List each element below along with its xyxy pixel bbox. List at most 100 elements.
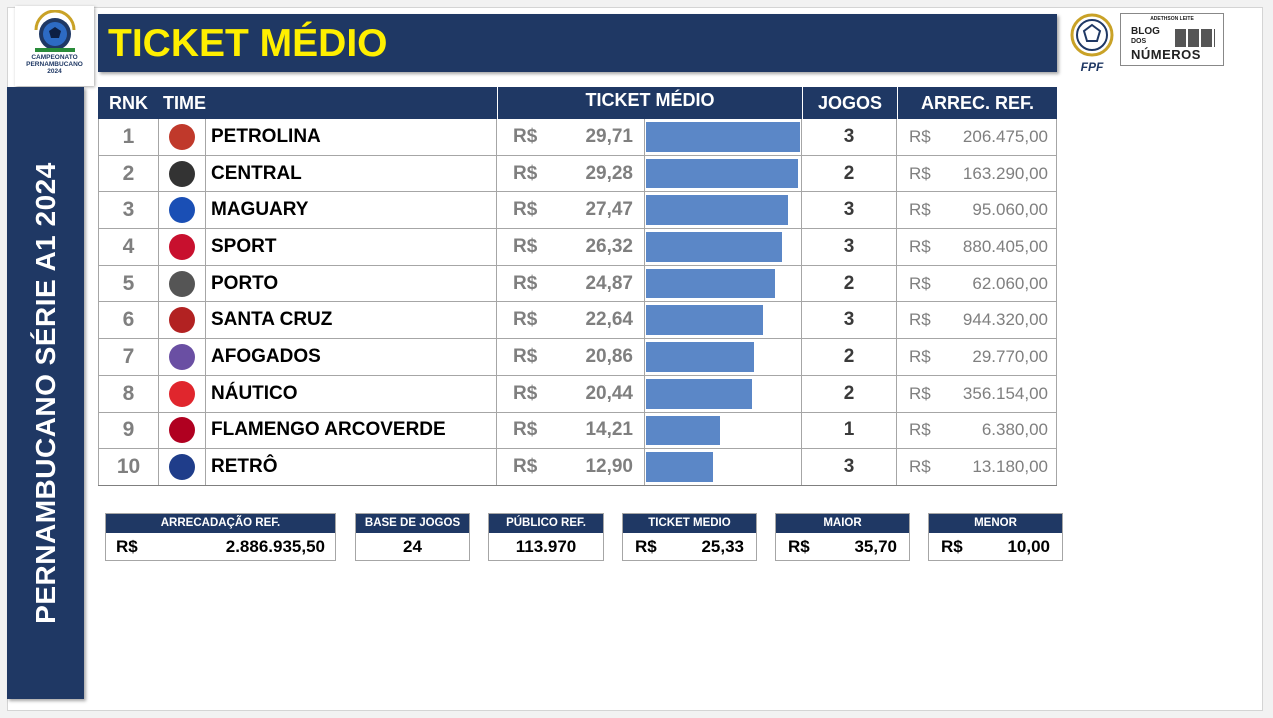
championship-line3: 2024 bbox=[47, 68, 62, 75]
championship-line2: PERNAMBUCANO bbox=[26, 61, 83, 68]
summary-ticket: TICKET MEDIO R$ 25,33 bbox=[622, 513, 757, 561]
blog-logo: ADETHSON LEITE BLOG DOS NÚMEROS bbox=[1120, 13, 1224, 66]
team-logo-cell bbox=[159, 155, 206, 192]
ticket-currency: R$ bbox=[513, 125, 538, 147]
ticket-bar-cell bbox=[645, 412, 802, 449]
ticket-currency: R$ bbox=[513, 419, 538, 441]
games-value: 3 bbox=[802, 229, 897, 265]
team-logo-cell bbox=[159, 229, 206, 265]
fpf-text: FPF bbox=[1080, 60, 1104, 74]
ticket-bar bbox=[646, 378, 752, 409]
header-revenue: ARREC. REF. bbox=[897, 87, 1057, 119]
team-name: SPORT bbox=[206, 229, 497, 265]
revenue-value: 6.380,00 bbox=[937, 412, 1057, 449]
revenue-value: 29.770,00 bbox=[937, 339, 1057, 375]
revenue-currency: R$ bbox=[909, 310, 931, 330]
revenue-value: 95.060,00 bbox=[937, 192, 1057, 229]
games-value: 2 bbox=[802, 265, 897, 302]
ticket-bar-cell bbox=[645, 119, 802, 155]
rank-cell: 3 bbox=[98, 192, 159, 229]
ticket-bar bbox=[646, 268, 775, 299]
revenue-currency: R$ bbox=[909, 126, 931, 146]
sport-crest-icon bbox=[169, 233, 195, 260]
team-logo-cell bbox=[159, 375, 206, 412]
ticket-value: 20,44 bbox=[557, 375, 645, 412]
afogados-crest-icon bbox=[169, 343, 195, 370]
summary-min-value: 10,00 bbox=[1007, 536, 1050, 556]
ticket-bar-cell bbox=[645, 155, 802, 192]
rank-cell: 4 bbox=[98, 229, 159, 265]
team-logo-cell bbox=[159, 192, 206, 229]
porto-crest-icon bbox=[169, 270, 195, 297]
revenue-currency: R$ bbox=[909, 236, 931, 256]
ticket-value: 14,21 bbox=[557, 412, 645, 449]
team-name: SANTA CRUZ bbox=[206, 302, 497, 339]
ticket-value: 27,47 bbox=[557, 192, 645, 229]
games-value: 3 bbox=[802, 449, 897, 485]
title-bar: TICKET MÉDIO bbox=[98, 14, 1057, 72]
games-value: 3 bbox=[802, 302, 897, 339]
revenue-currency: R$ bbox=[909, 273, 931, 293]
ticket-bar-cell bbox=[645, 375, 802, 412]
ticket-currency: R$ bbox=[513, 456, 538, 478]
ticket-bar bbox=[646, 195, 789, 226]
summary-ticket-value: 25,33 bbox=[701, 536, 744, 556]
championship-line1: CAMPEONATO bbox=[31, 54, 78, 61]
header-ticket: TICKET MÉDIO bbox=[497, 87, 802, 119]
ticket-bar-cell bbox=[645, 192, 802, 229]
team-logo-cell bbox=[159, 412, 206, 449]
ticket-currency: R$ bbox=[513, 309, 538, 331]
ranking-table: RNK TIME TICKET MÉDIO JOGOS ARREC. REF. … bbox=[98, 87, 1057, 486]
ticket-currency: R$ bbox=[513, 235, 538, 257]
table-row: 7 AFOGADOS R$ 20,86 2 R$ 29.770,00 bbox=[98, 339, 1057, 376]
table-row: 8 NÁUTICO R$ 20,44 2 R$ 356.154,00 bbox=[98, 375, 1057, 413]
team-logo-cell bbox=[159, 339, 206, 375]
ticket-value: 12,90 bbox=[557, 449, 645, 485]
ticket-bar bbox=[646, 158, 798, 189]
ticket-currency: R$ bbox=[513, 382, 538, 404]
games-value: 2 bbox=[802, 375, 897, 412]
team-name: PORTO bbox=[206, 265, 497, 302]
summary-games-label: BASE DE JOGOS bbox=[356, 514, 469, 533]
summary-max-value: 35,70 bbox=[854, 536, 897, 556]
summary-games-value: 24 bbox=[403, 536, 422, 556]
rank-cell: 5 bbox=[98, 265, 159, 302]
table-row: 6 SANTA CRUZ R$ 22,64 3 R$ 944.320,00 bbox=[98, 302, 1057, 340]
table-row: 9 FLAMENGO ARCOVERDE R$ 14,21 1 R$ 6.380,00 bbox=[98, 412, 1057, 450]
championship-logo: CAMPEONATO PERNAMBUCANO 2024 bbox=[15, 6, 94, 86]
summary-min-label: MENOR bbox=[929, 514, 1062, 533]
ticket-currency: R$ bbox=[513, 345, 538, 367]
team-name: CENTRAL bbox=[206, 155, 497, 192]
rank-cell: 2 bbox=[98, 155, 159, 192]
team-logo-cell bbox=[159, 119, 206, 155]
maguary-crest-icon bbox=[169, 197, 195, 224]
ticket-currency: R$ bbox=[513, 272, 538, 294]
ticket-bar-cell bbox=[645, 265, 802, 302]
summary-max: MAIOR R$ 35,70 bbox=[775, 513, 910, 561]
summary-min-currency: R$ bbox=[941, 536, 963, 556]
header-team: TIME bbox=[163, 92, 206, 113]
team-name: FLAMENGO ARCOVERDE bbox=[206, 412, 497, 449]
summary-max-currency: R$ bbox=[788, 536, 810, 556]
retro-crest-icon bbox=[169, 454, 195, 481]
games-value: 2 bbox=[802, 339, 897, 375]
rank-cell: 10 bbox=[98, 449, 159, 485]
summary-revenue: ARRECADAÇÃO REF. R$ 2.886.935,50 bbox=[105, 513, 336, 561]
revenue-currency: R$ bbox=[909, 383, 931, 403]
table-row: 2 CENTRAL R$ 29,28 2 R$ 163.290,00 bbox=[98, 155, 1057, 193]
blog-word: BLOG bbox=[1131, 26, 1160, 37]
petrolina-crest-icon bbox=[169, 123, 195, 150]
summary-ticket-label: TICKET MEDIO bbox=[623, 514, 756, 533]
ticket-value: 24,87 bbox=[557, 265, 645, 302]
blog-author: ADETHSON LEITE bbox=[1150, 16, 1194, 22]
revenue-currency: R$ bbox=[909, 200, 931, 220]
rank-cell: 6 bbox=[98, 302, 159, 339]
side-banner-text: PERNAMBUCANO SÉRIE A1 2024 bbox=[29, 162, 61, 624]
ticket-currency: R$ bbox=[513, 162, 538, 184]
summary-revenue-currency: R$ bbox=[116, 536, 138, 556]
team-name: AFOGADOS bbox=[206, 339, 497, 375]
table-row: 3 MAGUARY R$ 27,47 3 R$ 95.060,00 bbox=[98, 192, 1057, 230]
flamengo-arcoverde-crest-icon bbox=[169, 417, 195, 444]
ticket-bar-cell bbox=[645, 449, 802, 485]
team-name: MAGUARY bbox=[206, 192, 497, 229]
